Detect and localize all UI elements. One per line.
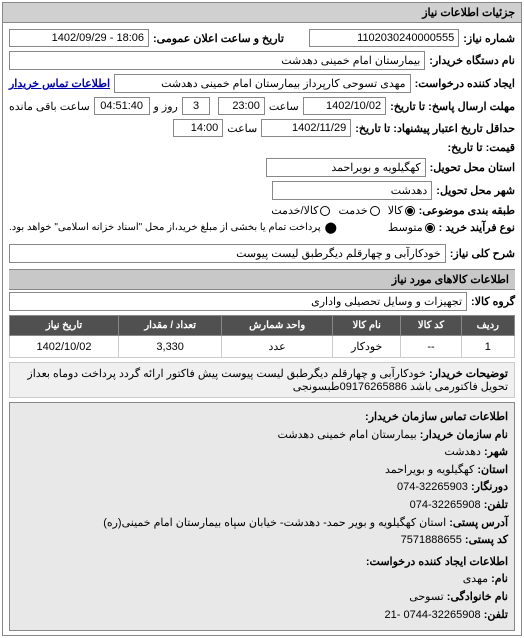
panel-title: جزئیات اطلاعات نیاز — [3, 3, 521, 23]
budget-opt2[interactable]: خدمت — [338, 204, 379, 217]
table-cell: 1 — [461, 336, 514, 358]
budget-opt3[interactable]: کالا/خدمت — [271, 204, 330, 217]
radio-icon — [320, 206, 330, 216]
row-reply-deadline: مهلت ارسال پاسخ: تا تاریخ: 1402/10/02 سا… — [9, 95, 515, 117]
row-price: قیمت: تا تاریخ: — [9, 139, 515, 156]
table-cell: خودکار — [332, 336, 401, 358]
remain-time: 04:51:40 — [94, 97, 150, 115]
remain-label2: ساعت باقی مانده — [9, 100, 90, 113]
buyer-note-label: توضیحات خریدار: — [429, 368, 508, 380]
table-head: ردیفکد کالانام کالاواحد شمارشتعداد / مقد… — [10, 316, 515, 336]
contact-lastname: نام خانوادگی: تسوحی — [16, 589, 508, 607]
request-number-value: 1102030240000555 — [309, 29, 459, 47]
city-label: شهر محل تحویل: — [436, 184, 515, 197]
process-radio-group: متوسط — [388, 221, 435, 234]
reply-time-label: ساعت — [269, 100, 299, 113]
table-body: 1--خودکارعدد3,3301402/10/02 — [10, 336, 515, 358]
row-request-number: شماره نیاز: 1102030240000555 تاریخ و ساع… — [9, 27, 515, 49]
announce-value: 18:06 - 1402/09/29 — [9, 29, 149, 47]
validity-time: 14:00 — [173, 119, 223, 137]
group-label: گروه کالا: — [471, 295, 515, 308]
reply-date: 1402/10/02 — [303, 97, 386, 115]
budget-opt1[interactable]: کالا — [388, 204, 415, 217]
note-icon: ⬤ — [325, 221, 337, 234]
buyer-label: نام دستگاه خریدار: — [429, 54, 515, 67]
row-process: نوع فرآیند خرید : متوسط ⬤ پرداخت تمام یا… — [9, 219, 515, 236]
items-section-title: اطلاعات کالاهای مورد نیاز — [9, 269, 515, 290]
reply-time: 23:00 — [218, 97, 265, 115]
contact-header: اطلاعات تماس سازمان خریدار: — [16, 409, 508, 427]
contact-name: نام: مهدی — [16, 571, 508, 589]
radio-icon — [425, 223, 435, 233]
creator-value: مهدی تسوحی کارپرداز بیمارستان امام خمینی… — [114, 74, 411, 93]
radio-icon — [405, 206, 415, 216]
buyer-value: بیمارستان امام خمینی دهدشت — [9, 51, 425, 70]
row-budget: طبقه بندی موضوعی: کالا خدمت کالا/خدمت — [9, 202, 515, 219]
budget-label: طبقه بندی موضوعی: — [419, 204, 515, 217]
contact-section: اطلاعات تماس سازمان خریدار: نام سازمان خ… — [9, 402, 515, 631]
table-header-cell: نام کالا — [332, 316, 401, 336]
process-note: پرداخت تمام یا بخشی از مبلغ خرید،از محل … — [9, 222, 321, 233]
items-table: ردیفکد کالانام کالاواحد شمارشتعداد / مقد… — [9, 315, 515, 358]
buyer-note-box: توضیحات خریدار: خودکارآبی و چهارقلم دیگر… — [9, 362, 515, 398]
request-number-label: شماره نیاز: — [463, 32, 515, 45]
province-label: استان محل تحویل: — [430, 161, 515, 174]
table-header-cell: واحد شمارش — [222, 316, 333, 336]
contact-province: استان: کهگیلویه و بویراحمد — [16, 462, 508, 480]
process-label: نوع فرآیند خرید : — [439, 221, 515, 234]
creator-contact-header: اطلاعات ایجاد کننده درخواست: — [16, 554, 508, 572]
contact-address: آدرس پستی: استان کهگیلویه و بویر حمد- ده… — [16, 515, 508, 533]
remain-days: 3 — [182, 97, 210, 115]
process-opt1[interactable]: متوسط — [388, 221, 435, 234]
table-cell: عدد — [222, 336, 333, 358]
validity-time-label: ساعت — [227, 122, 257, 135]
row-validity: حداقل تاریخ اعتبار پیشنهاد: تا تاریخ: 14… — [9, 117, 515, 139]
row-province: استان محل تحویل: کهگیلویه و بویراحمد — [9, 156, 515, 179]
contact-phone: تلفن: 32265908-074 — [16, 497, 508, 515]
city-value: دهدشت — [272, 181, 432, 200]
row-creator: ایجاد کننده درخواست: مهدی تسوحی کارپرداز… — [9, 72, 515, 95]
announce-label: تاریخ و ساعت اعلان عمومی: — [153, 32, 284, 45]
reply-deadline-label: مهلت ارسال پاسخ: تا تاریخ: — [390, 100, 515, 113]
group-value: تجهیزات و وسایل تحصیلی واداری — [9, 292, 467, 311]
need-title-label: شرح کلی نیاز: — [450, 247, 515, 260]
province-value: کهگیلویه و بویراحمد — [266, 158, 426, 177]
table-cell: 3,330 — [119, 336, 222, 358]
row-city: شهر محل تحویل: دهدشت — [9, 179, 515, 202]
table-cell: -- — [401, 336, 461, 358]
validity-date: 1402/11/29 — [261, 119, 351, 137]
contact-city: شهر: دهدشت — [16, 444, 508, 462]
table-row: 1--خودکارعدد3,3301402/10/02 — [10, 336, 515, 358]
row-buyer: نام دستگاه خریدار: بیمارستان امام خمینی … — [9, 49, 515, 72]
row-need-title: شرح کلی نیاز: خودکارآبی و چهارقلم دیگرطب… — [9, 242, 515, 265]
creator-label: ایجاد کننده درخواست: — [415, 77, 515, 90]
price-label: قیمت: تا تاریخ: — [448, 141, 515, 154]
table-header-cell: ردیف — [461, 316, 514, 336]
panel-body: شماره نیاز: 1102030240000555 تاریخ و ساع… — [3, 23, 521, 635]
table-header-cell: تاریخ نیاز — [10, 316, 119, 336]
table-cell: 1402/10/02 — [10, 336, 119, 358]
row-group: گروه کالا: تجهیزات و وسایل تحصیلی واداری — [9, 290, 515, 313]
table-header-row: ردیفکد کالانام کالاواحد شمارشتعداد / مقد… — [10, 316, 515, 336]
table-header-cell: کد کالا — [401, 316, 461, 336]
remain-label1: روز و — [154, 100, 178, 113]
contact-fax: دورنگار: 32265903-074 — [16, 479, 508, 497]
contact-postal: کد پستی: 7571888655 — [16, 532, 508, 550]
contact-tel: تلفن: 32265908-0744 -21 — [16, 607, 508, 625]
table-header-cell: تعداد / مقدار — [119, 316, 222, 336]
contact-org: نام سازمان خریدار: بیمارستان امام خمینی … — [16, 427, 508, 445]
details-panel: جزئیات اطلاعات نیاز شماره نیاز: 11020302… — [2, 2, 522, 636]
buyer-contact-link[interactable]: اطلاعات تماس خریدار — [9, 77, 110, 90]
budget-radio-group: کالا خدمت کالا/خدمت — [271, 204, 414, 217]
validity-label: حداقل تاریخ اعتبار پیشنهاد: تا تاریخ: — [355, 122, 515, 135]
radio-icon — [370, 206, 380, 216]
need-title-value: خودکارآبی و چهارقلم دیگرطبق لیست پیوست — [9, 244, 446, 263]
